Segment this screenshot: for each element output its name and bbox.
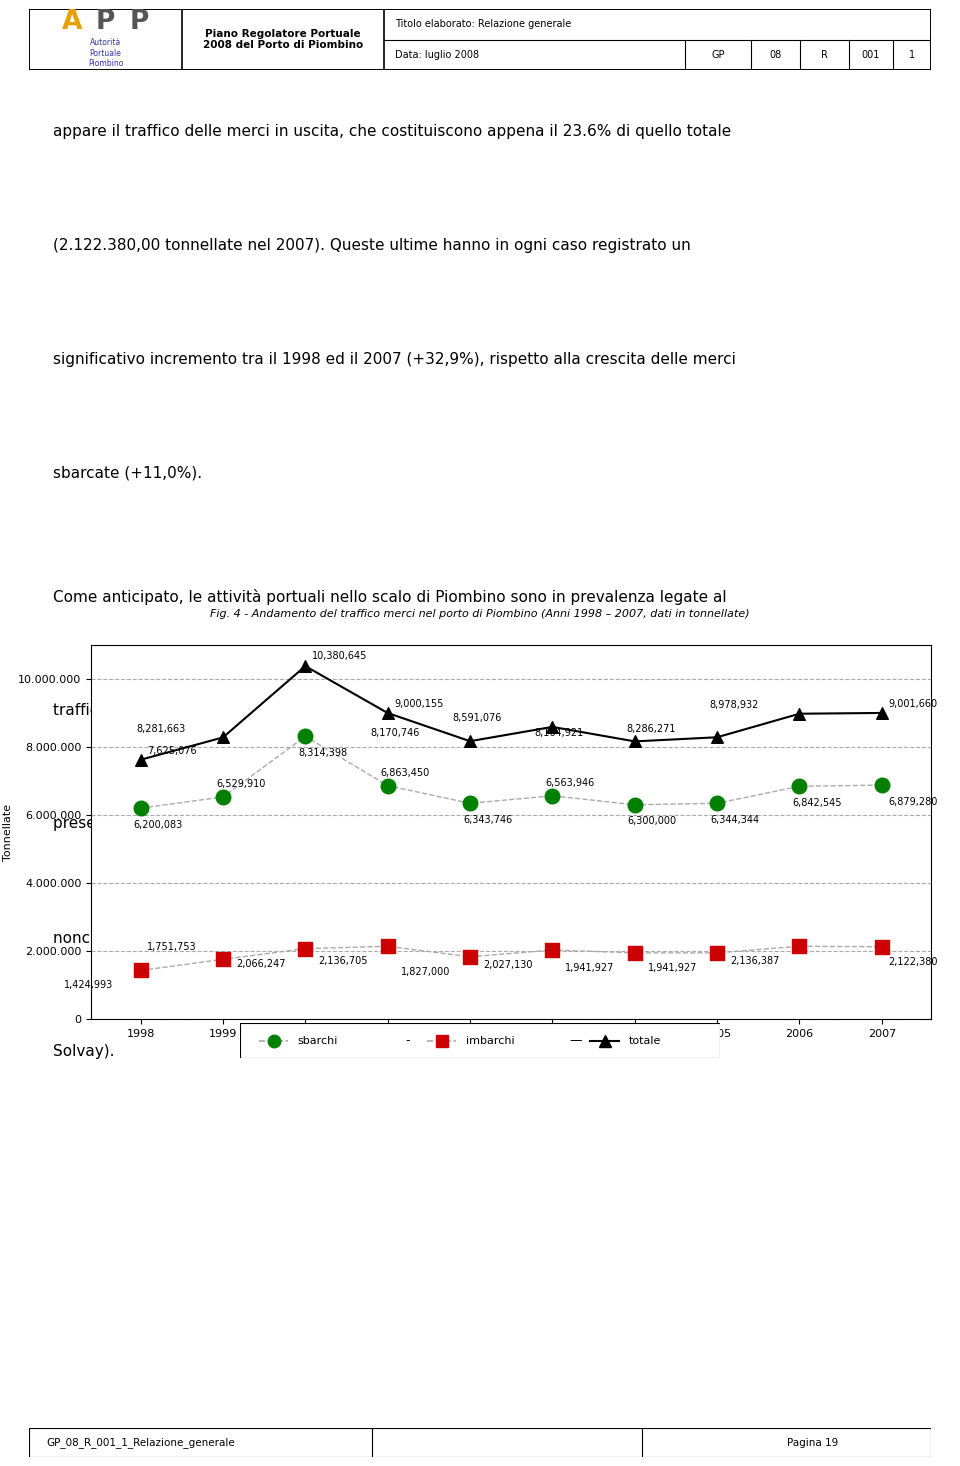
Text: sbarchi: sbarchi [298, 1036, 338, 1045]
Point [380, 701, 396, 724]
Point [627, 793, 642, 817]
Text: 8,314,398: 8,314,398 [299, 748, 348, 758]
X-axis label: Anno: Anno [495, 1042, 527, 1056]
Text: 9,001,660: 9,001,660 [889, 699, 938, 710]
Point [132, 796, 148, 819]
Point [792, 702, 807, 726]
Text: 2,136,387: 2,136,387 [730, 956, 780, 966]
Point [709, 792, 725, 815]
Text: 8,164,921: 8,164,921 [535, 727, 584, 737]
Point [215, 786, 230, 809]
Text: 1,941,927: 1,941,927 [648, 963, 697, 973]
Text: 6,529,910: 6,529,910 [216, 780, 265, 789]
Text: 1: 1 [909, 50, 915, 60]
Text: significativo incremento tra il 1998 ed il 2007 (+32,9%), rispetto alla crescita: significativo incremento tra il 1998 ed … [53, 352, 735, 366]
Point [792, 774, 807, 798]
Point [463, 792, 478, 815]
Text: 1,751,753: 1,751,753 [147, 941, 196, 951]
Point [298, 654, 313, 677]
Text: 1,941,927: 1,941,927 [565, 963, 614, 973]
Text: Piano Regolatore Portuale
2008 del Porto di Piombino: Piano Regolatore Portuale 2008 del Porto… [204, 29, 363, 50]
Text: Titolo elaborato: Relazione generale: Titolo elaborato: Relazione generale [395, 19, 571, 29]
Text: 2,027,130: 2,027,130 [483, 960, 533, 970]
Point [709, 726, 725, 749]
Point [544, 938, 560, 962]
Point [544, 715, 560, 739]
Text: 1,424,993: 1,424,993 [64, 981, 113, 991]
Point [463, 730, 478, 754]
Point [875, 701, 890, 724]
Text: presenti nell’area piombinese (Lucchini, Magona d’Italia e in misura inferiore D: presenti nell’area piombinese (Lucchini,… [53, 817, 721, 831]
Y-axis label: Tonnellate: Tonnellate [3, 803, 12, 861]
Point [380, 774, 396, 798]
Text: 6,300,000: 6,300,000 [628, 817, 677, 827]
Point [875, 774, 890, 798]
Text: Data: luglio 2008: Data: luglio 2008 [395, 50, 479, 60]
Text: imbarchi: imbarchi [466, 1036, 515, 1045]
Point [215, 947, 230, 970]
Text: GP: GP [711, 50, 725, 60]
Text: 08: 08 [769, 50, 781, 60]
Point [627, 941, 642, 965]
Text: nonché da alcune grandi aziende operanti nel comprensorio (Enel, Solmine, Tioxid: nonché da alcune grandi aziende operanti… [53, 929, 699, 946]
Point [215, 726, 230, 749]
Text: 2,136,705: 2,136,705 [318, 956, 368, 966]
Text: 6,343,746: 6,343,746 [463, 815, 513, 825]
Text: P: P [130, 9, 149, 35]
Point [132, 748, 148, 771]
Text: traffico delle materie prime e dei semilavorati utilizzati dai grandi impianti s: traffico delle materie prime e dei semil… [53, 702, 709, 717]
Text: 8,170,746: 8,170,746 [370, 727, 420, 737]
Text: 8,978,932: 8,978,932 [709, 701, 758, 710]
Point [298, 937, 313, 960]
Point [627, 730, 642, 754]
Point [132, 959, 148, 982]
Text: 8,286,271: 8,286,271 [627, 724, 676, 733]
Text: GP_08_R_001_1_Relazione_generale: GP_08_R_001_1_Relazione_generale [47, 1437, 235, 1448]
Text: 8,281,663: 8,281,663 [137, 724, 186, 734]
Text: —: — [569, 1035, 583, 1047]
Text: 1,827,000: 1,827,000 [400, 968, 450, 976]
Text: 6,842,545: 6,842,545 [793, 798, 842, 808]
Text: -: - [406, 1035, 410, 1047]
Point [792, 934, 807, 957]
Text: Fig. 4 - Andamento del traffico merci nel porto di Piombino (Anni 1998 – 2007, d: Fig. 4 - Andamento del traffico merci ne… [210, 610, 750, 619]
Point [709, 941, 725, 965]
Text: 2,066,247: 2,066,247 [236, 959, 285, 969]
Text: 8,591,076: 8,591,076 [452, 714, 502, 723]
Text: totale: totale [629, 1036, 661, 1045]
Text: 6,879,280: 6,879,280 [889, 796, 938, 806]
Text: Come anticipato, le attività portuali nello scalo di Piombino sono in prevalenza: Come anticipato, le attività portuali ne… [53, 589, 727, 605]
Text: 6,863,450: 6,863,450 [381, 768, 430, 778]
Point [875, 935, 890, 959]
Text: 6,563,946: 6,563,946 [545, 778, 594, 789]
Text: 7,625,076: 7,625,076 [148, 746, 197, 756]
Text: 001: 001 [862, 50, 880, 60]
Text: Autorità
Portuale
Piombino: Autorità Portuale Piombino [88, 38, 123, 67]
Text: 6,200,083: 6,200,083 [133, 819, 183, 830]
Text: 9,000,155: 9,000,155 [395, 699, 444, 710]
Text: R: R [821, 50, 828, 60]
Text: 2,122,380: 2,122,380 [889, 957, 938, 966]
Point [463, 946, 478, 969]
Text: Solvay).: Solvay). [53, 1044, 114, 1058]
Text: Pagina 19: Pagina 19 [787, 1438, 838, 1447]
Point [544, 784, 560, 808]
Text: A: A [61, 9, 82, 35]
Text: 10,380,645: 10,380,645 [312, 651, 368, 661]
Point [380, 934, 396, 957]
Point [298, 724, 313, 748]
Text: 6,344,344: 6,344,344 [710, 815, 759, 825]
Text: (2.122.380,00 tonnellate nel 2007). Queste ultime hanno in ogni caso registrato : (2.122.380,00 tonnellate nel 2007). Ques… [53, 237, 690, 254]
Text: P: P [96, 9, 115, 35]
Text: appare il traffico delle merci in uscita, che costituiscono appena il 23.6% di q: appare il traffico delle merci in uscita… [53, 125, 732, 139]
Text: sbarcate (+11,0%).: sbarcate (+11,0%). [53, 466, 202, 481]
